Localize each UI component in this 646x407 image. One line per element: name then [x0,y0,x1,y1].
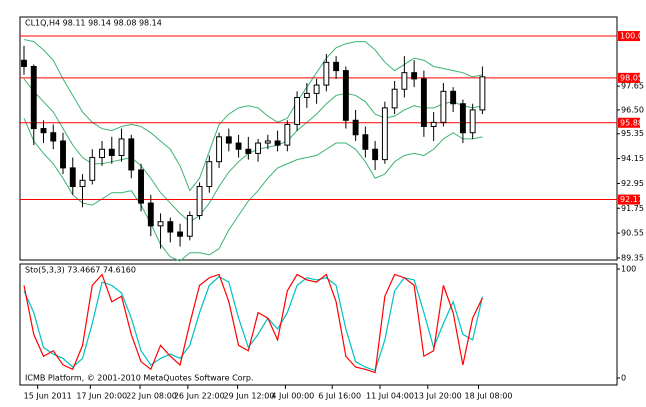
candle-body [372,148,379,161]
candle-body [196,186,203,216]
bollinger-band [23,39,483,192]
candle-body [245,148,252,154]
level-label: 98.05 [620,73,643,82]
main-panel [19,16,618,261]
candle-body [440,90,447,123]
candle-body [264,140,271,144]
y-tick-label: 89.35 [621,253,644,262]
candle-body [401,72,408,90]
candle-body [60,140,66,169]
stochastic-line [23,273,483,374]
candle-body [167,221,174,233]
candle-body [352,119,359,136]
x-tick-label: 29 Jun 12:00 [224,392,275,401]
x-tick-label: 15 Jun 2011 [24,392,72,401]
candle-body [69,167,76,188]
x-tick-label: 13 Jul 20:00 [414,392,462,401]
level-label: 92.17 [620,195,643,204]
candle-body [186,214,193,237]
level-label-box [618,117,640,128]
candle-body [333,61,340,72]
candle-body [459,103,466,134]
candle-body [255,142,262,154]
y-tick-label: 0 [621,374,626,383]
candle-body [206,161,213,188]
candle-body [284,123,291,146]
candle-body [411,72,418,80]
candle-body [50,132,57,142]
stochastic-line [23,275,483,372]
candle-body [342,70,349,121]
candle-body [235,142,242,150]
candle-body [430,121,437,127]
y-tick-label: 92.95 [621,179,644,188]
candle-body [118,138,125,156]
candle-body [157,221,164,227]
x-tick-label: 17 Jun 20:00 [76,392,127,401]
level-label-box [618,72,640,83]
x-tick-label: 11 Jul 04:00 [366,392,414,401]
candle-body [391,88,398,109]
candle-body [89,157,96,181]
footer: ICMB Platform, © 2001-2010 MetaQuotes So… [25,374,254,383]
candle-body [274,140,281,146]
level-label-box [618,31,640,42]
chart-title: CL1Q,H4 98.11 98.14 98.08 98.14 [25,19,162,28]
y-tick-label: 90.55 [621,229,644,238]
x-tick-label: 18 Jul 08:00 [465,392,513,401]
y-tick-label: 91.75 [621,204,644,213]
candle-body [362,134,369,150]
y-tick-label: 94.15 [621,154,644,163]
candle-body [108,148,115,156]
candle-body [147,202,154,227]
candle-body [323,61,330,86]
candle-body [177,231,183,237]
y-tick-label: 95.35 [621,129,644,138]
candle-body [313,84,320,94]
candle-body [21,59,27,67]
candle-body [294,97,301,125]
y-tick-label: 100 [621,265,636,274]
candle-body [381,107,388,161]
candle-body [469,109,476,134]
y-tick-label: 96.50 [621,105,644,114]
x-tick-label: 22 Jun 08:00 [126,392,177,401]
candle-body [216,136,223,163]
stochastic-panel [19,263,618,386]
bollinger-band [23,78,483,223]
candle-body [225,136,232,144]
candle-body [99,148,105,159]
x-tick-label: 4 Jul 00:00 [271,392,314,401]
candle-body [30,65,37,130]
level-label-box [618,194,640,205]
x-tick-label: 6 Jul 16:00 [318,392,361,401]
candle-body [420,78,427,127]
level-label: 100.07 [620,32,646,41]
level-label: 95.88 [620,118,643,127]
candle-body [303,92,310,99]
candle-body [128,138,135,171]
candle-body [79,179,86,188]
candle-body [138,169,144,204]
indicator-title: Sto(5,3,3) 73.4667 74.6160 [25,266,136,275]
candle-body [450,90,457,105]
candle-body [40,128,47,134]
candle-body [479,76,486,111]
y-tick-label: 97.65 [621,82,644,91]
x-tick-label: 26 Jun 22:00 [174,392,225,401]
